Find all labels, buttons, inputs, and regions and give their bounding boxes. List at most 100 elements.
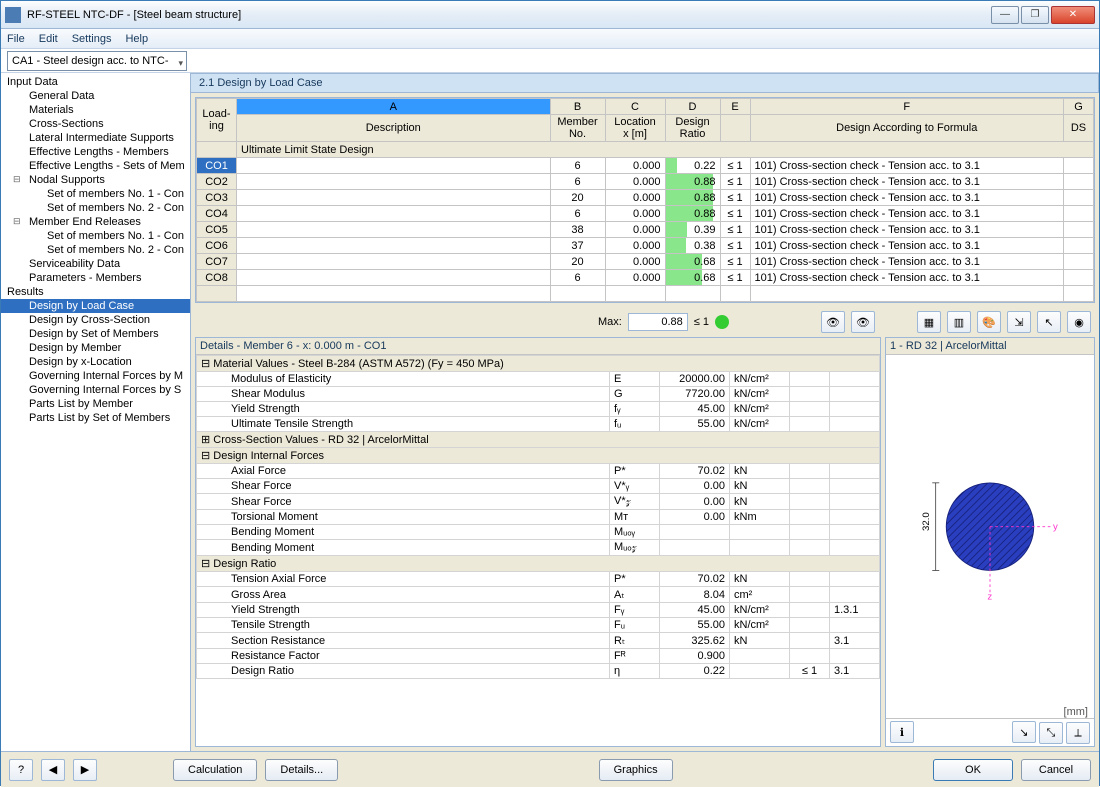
results-grid[interactable]: Load- ing A B C D E F G Description Memb… — [195, 97, 1095, 303]
prev-icon[interactable]: ◀ — [41, 759, 65, 781]
tree-item[interactable]: Lateral Intermediate Supports — [1, 131, 190, 145]
close-button[interactable]: ✕ — [1051, 6, 1095, 24]
max-value[interactable] — [628, 313, 688, 331]
view-icon[interactable]: ◉ — [1067, 311, 1091, 333]
cell-member[interactable]: 37 — [550, 238, 605, 254]
tree-item[interactable]: General Data — [1, 89, 190, 103]
cell-formula[interactable]: 101) Cross-section check - Tension acc. … — [750, 254, 1064, 270]
tree-nodal-supports[interactable]: Nodal Supports — [1, 173, 190, 187]
cell-ratio[interactable]: 0.68 — [665, 254, 720, 270]
axis2-icon[interactable]: ⤡ — [1039, 722, 1063, 744]
cell-x[interactable]: 0.000 — [605, 190, 665, 206]
eye2-icon[interactable]: 👁 — [851, 311, 875, 333]
tree-item[interactable]: Design by x-Location — [1, 355, 190, 369]
cell-ds[interactable] — [1064, 254, 1094, 270]
tree-item[interactable]: Design by Member — [1, 341, 190, 355]
cell-ds[interactable] — [1064, 190, 1094, 206]
help-icon[interactable]: ? — [9, 759, 33, 781]
cell-desc[interactable] — [237, 270, 551, 286]
row-header[interactable]: CO2 — [197, 174, 237, 190]
cell-x[interactable]: 0.000 — [605, 238, 665, 254]
tree-item[interactable]: Design by Cross-Section — [1, 313, 190, 327]
cell-member[interactable]: 6 — [550, 270, 605, 286]
cell-formula[interactable]: 101) Cross-section check - Tension acc. … — [750, 158, 1064, 174]
row-header[interactable]: CO8 — [197, 270, 237, 286]
cell-formula[interactable]: 101) Cross-section check - Tension acc. … — [750, 190, 1064, 206]
cell-formula[interactable]: 101) Cross-section check - Tension acc. … — [750, 174, 1064, 190]
cs-group[interactable]: ⊞ Cross-Section Values - RD 32 | Arcelor… — [197, 432, 880, 448]
cell-x[interactable]: 0.000 — [605, 222, 665, 238]
cell-desc[interactable] — [237, 238, 551, 254]
tree-item[interactable]: Parts List by Set of Members — [1, 411, 190, 425]
cell-x[interactable]: 0.000 — [605, 270, 665, 286]
row-header[interactable]: CO1 — [197, 158, 237, 174]
cell-desc[interactable] — [237, 206, 551, 222]
menu-edit[interactable]: Edit — [39, 33, 58, 45]
filter1-icon[interactable]: ▦ — [917, 311, 941, 333]
ok-button[interactable]: OK — [933, 759, 1013, 781]
cell-x[interactable]: 0.000 — [605, 174, 665, 190]
tree-item[interactable]: Materials — [1, 103, 190, 117]
cell-formula[interactable]: 101) Cross-section check - Tension acc. … — [750, 238, 1064, 254]
row-header[interactable]: CO3 — [197, 190, 237, 206]
cell-ds[interactable] — [1064, 238, 1094, 254]
cell-ratio[interactable]: 0.88 — [665, 174, 720, 190]
info-icon[interactable]: ℹ — [890, 721, 914, 743]
eye1-icon[interactable]: 👁 — [821, 311, 845, 333]
tree-item[interactable]: Governing Internal Forces by S — [1, 383, 190, 397]
calculation-button[interactable]: Calculation — [173, 759, 257, 781]
dif-group[interactable]: ⊟ Design Internal Forces — [197, 448, 880, 464]
tree-item[interactable]: Design by Load Case — [1, 299, 190, 313]
cell-member[interactable]: 6 — [550, 158, 605, 174]
mat-group[interactable]: ⊟ Material Values - Steel B-284 (ASTM A5… — [197, 356, 880, 372]
cell-x[interactable]: 0.000 — [605, 254, 665, 270]
menu-settings[interactable]: Settings — [72, 33, 112, 45]
cell-ratio[interactable]: 0.38 — [665, 238, 720, 254]
tree-results[interactable]: Results — [1, 285, 190, 299]
graphics-button[interactable]: Graphics — [599, 759, 673, 781]
tree-item[interactable]: Parameters - Members — [1, 271, 190, 285]
tree-item[interactable]: Parts List by Member — [1, 397, 190, 411]
cell-desc[interactable] — [237, 254, 551, 270]
cell-member[interactable]: 6 — [550, 174, 605, 190]
cell-desc[interactable] — [237, 174, 551, 190]
tree-input-data[interactable]: Input Data — [1, 75, 190, 89]
nav-tree[interactable]: Input Data General Data Materials Cross-… — [1, 73, 191, 751]
export-icon[interactable]: ⇲ — [1007, 311, 1031, 333]
cell-ratio[interactable]: 0.88 — [665, 206, 720, 222]
row-header[interactable]: CO4 — [197, 206, 237, 222]
dr-group[interactable]: ⊟ Design Ratio — [197, 556, 880, 572]
case-combo[interactable]: CA1 - Steel design acc. to NTC- — [7, 51, 187, 71]
cell-ratio[interactable]: 0.22 — [665, 158, 720, 174]
cell-ratio[interactable]: 0.88 — [665, 190, 720, 206]
cell-member[interactable]: 38 — [550, 222, 605, 238]
cell-member[interactable]: 6 — [550, 206, 605, 222]
cell-ds[interactable] — [1064, 158, 1094, 174]
cell-ds[interactable] — [1064, 270, 1094, 286]
details-button[interactable]: Details... — [265, 759, 338, 781]
tree-item[interactable]: Design by Set of Members — [1, 327, 190, 341]
filter2-icon[interactable]: ▥ — [947, 311, 971, 333]
cell-desc[interactable] — [237, 222, 551, 238]
cell-x[interactable]: 0.000 — [605, 206, 665, 222]
cell-desc[interactable] — [237, 158, 551, 174]
col-a[interactable]: A — [237, 99, 551, 115]
tree-item[interactable]: Effective Lengths - Members — [1, 145, 190, 159]
tree-item[interactable]: Set of members No. 2 - Con — [1, 201, 190, 215]
color-icon[interactable]: 🎨 — [977, 311, 1001, 333]
tree-item[interactable]: Effective Lengths - Sets of Mem — [1, 159, 190, 173]
tree-item[interactable]: Governing Internal Forces by M — [1, 369, 190, 383]
menu-file[interactable]: File — [7, 33, 25, 45]
col-b[interactable]: B — [550, 99, 605, 115]
row-header[interactable]: CO7 — [197, 254, 237, 270]
cell-ds[interactable] — [1064, 206, 1094, 222]
axis1-icon[interactable]: ↘ — [1012, 721, 1036, 743]
tree-member-end-releases[interactable]: Member End Releases — [1, 215, 190, 229]
minimize-button[interactable]: — — [991, 6, 1019, 24]
row-header[interactable]: CO6 — [197, 238, 237, 254]
col-f[interactable]: F — [750, 99, 1064, 115]
cell-ratio[interactable]: 0.68 — [665, 270, 720, 286]
select-icon[interactable]: ↖ — [1037, 311, 1061, 333]
maximize-button[interactable]: ❐ — [1021, 6, 1049, 24]
col-d[interactable]: D — [665, 99, 720, 115]
